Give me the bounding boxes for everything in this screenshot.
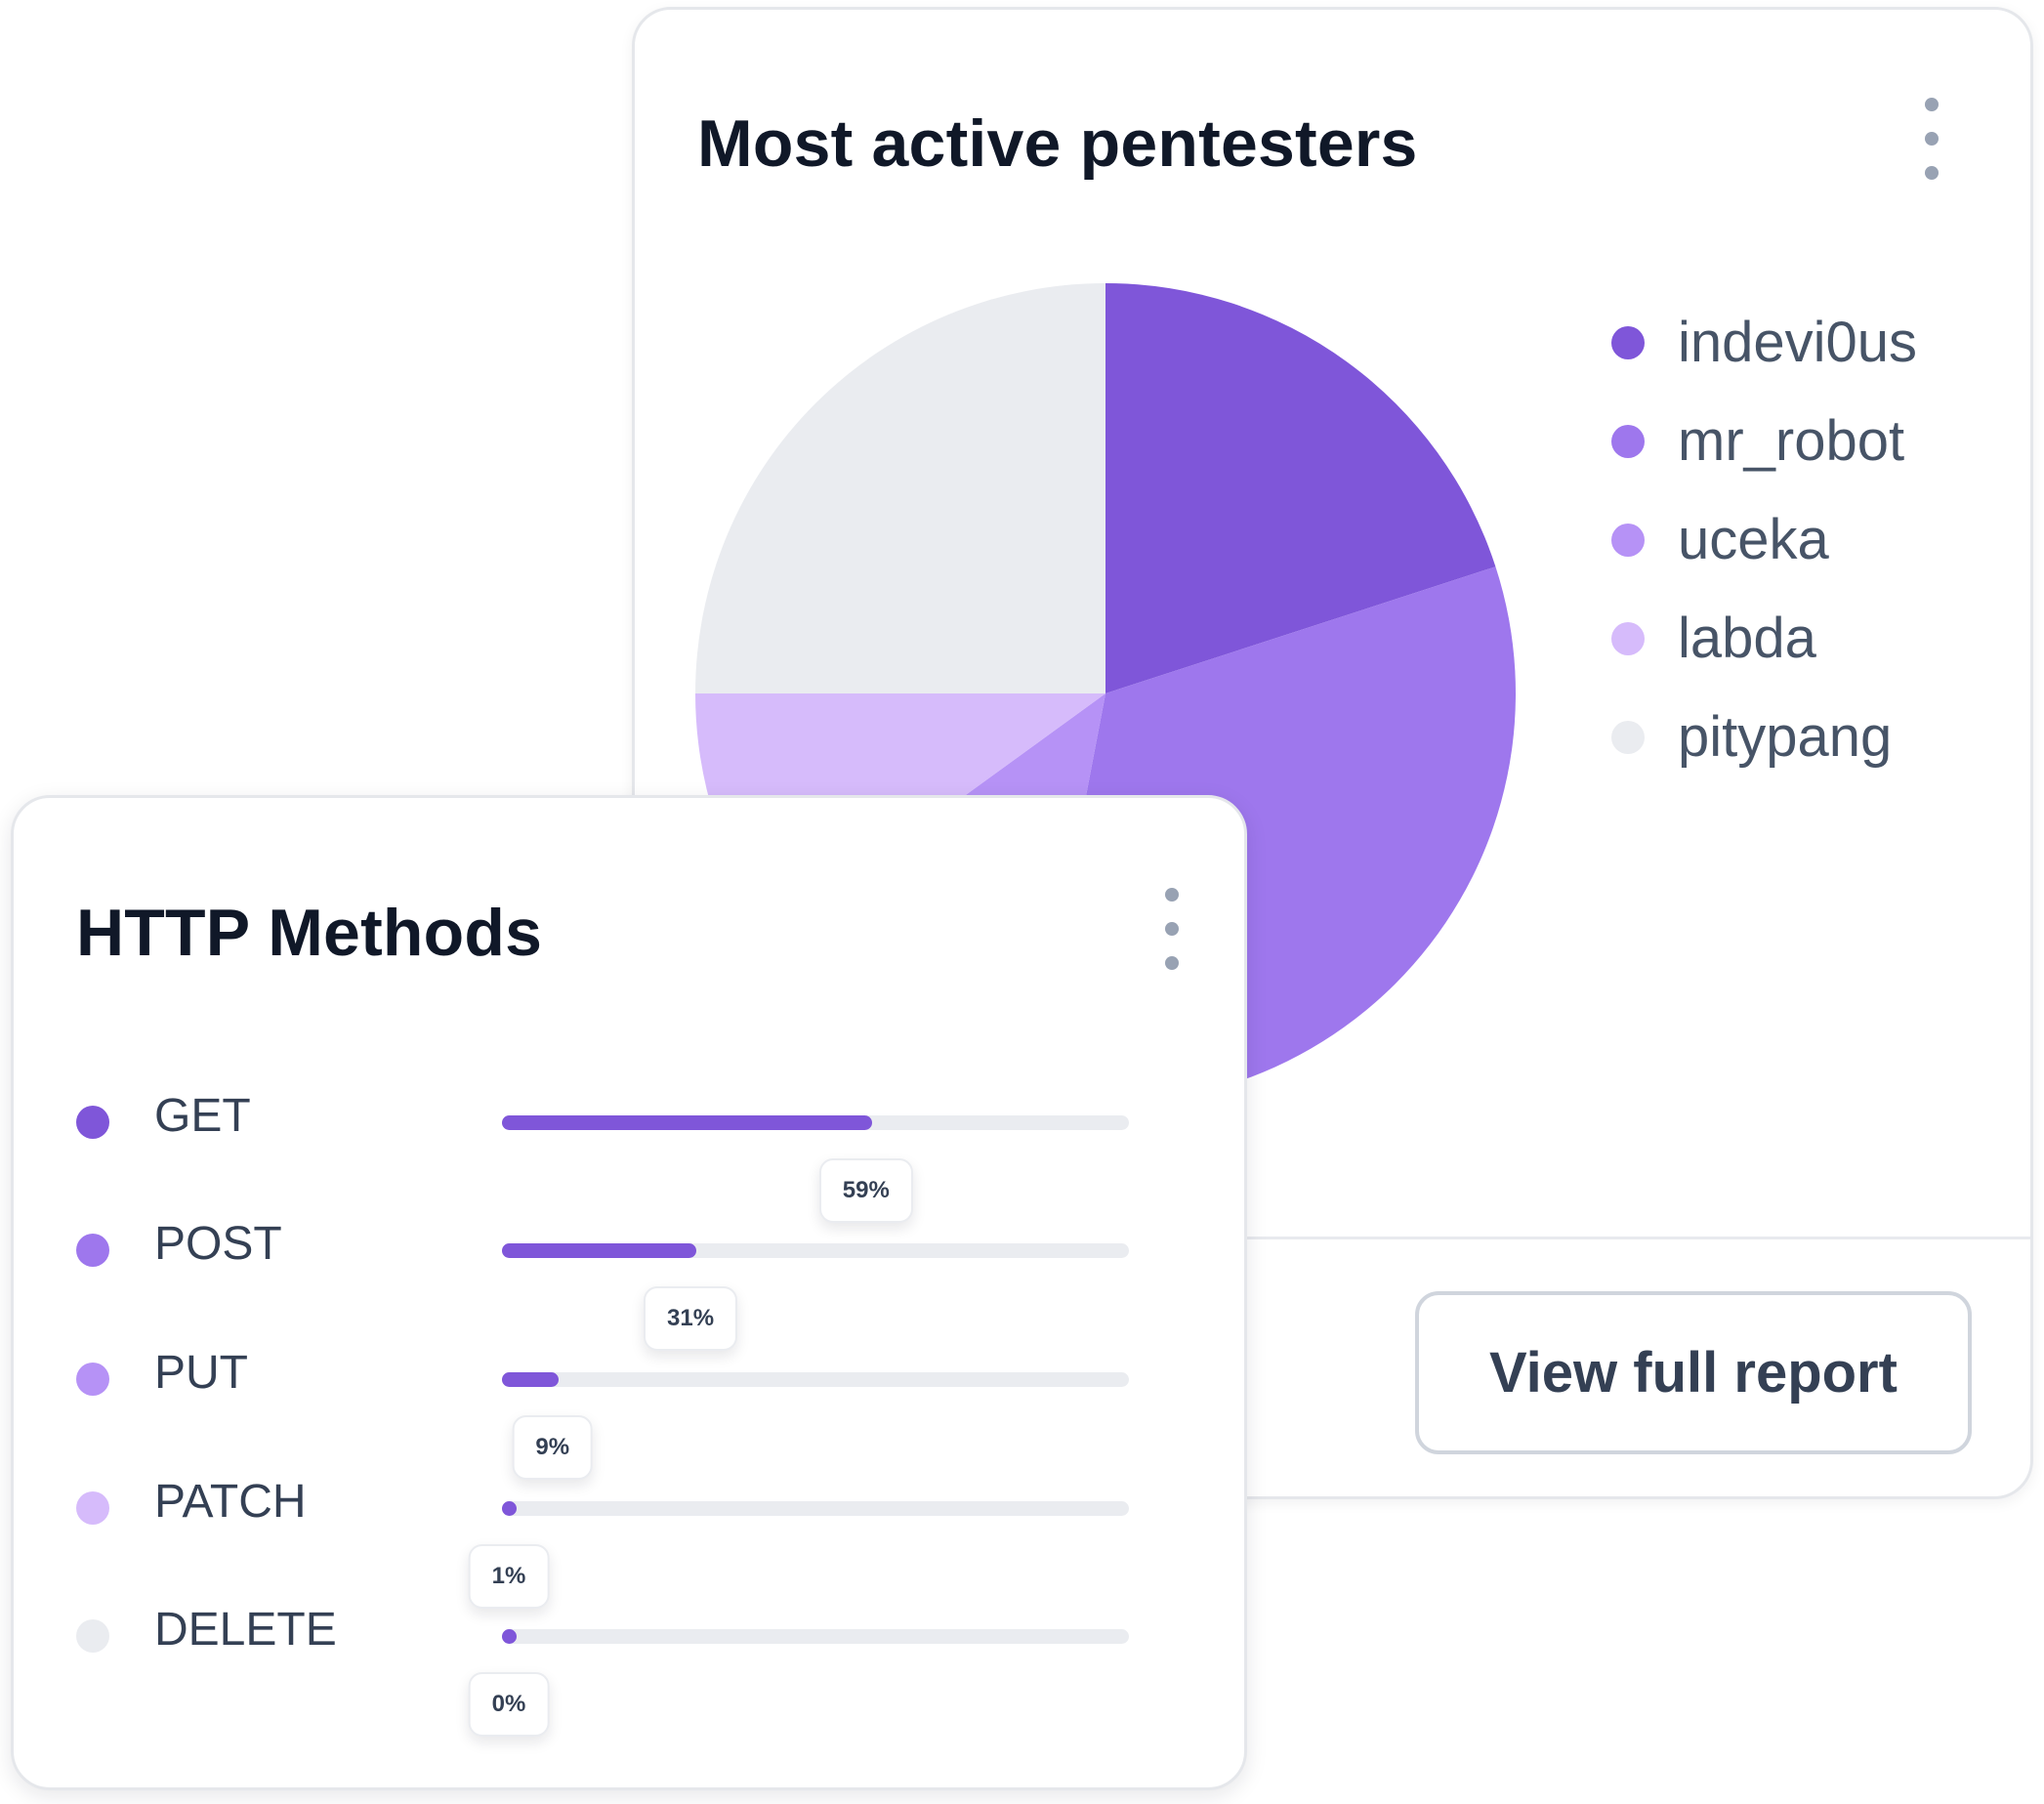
pentesters-card-title: Most active pentesters: [697, 106, 1418, 181]
method-row-get: GET 59%: [76, 1087, 1150, 1223]
kebab-dot: [1925, 132, 1939, 146]
progress-fill: [502, 1115, 872, 1130]
method-row-post: POST 31%: [76, 1215, 1150, 1351]
http-methods-card: HTTP Methods GET 59% POST 31% PUT 9% PAT…: [11, 795, 1247, 1790]
legend-item: indevi0us: [1611, 293, 1917, 392]
legend-item: mr_robot: [1611, 392, 1917, 490]
legend-dot: [1611, 325, 1645, 359]
legend-item: pitypang: [1611, 688, 1917, 786]
legend-label: indevi0us: [1678, 311, 1918, 374]
method-dot: [76, 1491, 109, 1525]
method-label: GET: [154, 1090, 251, 1142]
kebab-dot: [1165, 956, 1179, 970]
progress-fill: [502, 1243, 697, 1258]
progress-fill: [502, 1501, 517, 1516]
legend-dot: [1611, 720, 1645, 754]
method-label: PATCH: [154, 1476, 307, 1528]
method-dot: [76, 1363, 109, 1396]
progress-track: [502, 1501, 1129, 1516]
legend-label: labda: [1678, 607, 1816, 670]
method-dot: [76, 1106, 109, 1139]
legend-item: uceka: [1611, 490, 1917, 589]
progress-track: [502, 1115, 1129, 1130]
http-methods-card-title: HTTP Methods: [76, 896, 543, 970]
method-label: PUT: [154, 1347, 248, 1399]
method-label: POST: [154, 1218, 282, 1270]
legend-dot: [1611, 523, 1645, 557]
method-row-delete: DELETE 0%: [76, 1601, 1150, 1737]
percent-tooltip: 31%: [643, 1286, 738, 1351]
view-full-report-button[interactable]: View full report: [1415, 1291, 1972, 1454]
kebab-dot: [1165, 922, 1179, 936]
legend-dot: [1611, 621, 1645, 655]
kebab-dot: [1165, 888, 1179, 902]
pie-slice-indevi0us: [1105, 283, 1496, 693]
progress-track: [502, 1629, 1129, 1644]
percent-tooltip: 59%: [818, 1158, 913, 1223]
legend-dot: [1611, 424, 1645, 458]
percent-tooltip: 1%: [468, 1544, 550, 1609]
card-footer-divider: [635, 1237, 2030, 1239]
legend-label: uceka: [1678, 508, 1829, 571]
method-row-put: PUT 9%: [76, 1344, 1150, 1480]
pie-slice-pitypang: [695, 283, 1105, 693]
kebab-dot: [1925, 166, 1939, 180]
progress-fill: [502, 1629, 517, 1644]
legend-label: mr_robot: [1678, 409, 1905, 473]
percent-tooltip: 0%: [468, 1672, 550, 1737]
percent-tooltip: 9%: [512, 1415, 594, 1480]
progress-track: [502, 1372, 1129, 1387]
method-label: DELETE: [154, 1604, 337, 1656]
method-dot: [76, 1619, 109, 1653]
method-dot: [76, 1234, 109, 1267]
kebab-dot: [1925, 98, 1939, 111]
legend-label: pitypang: [1678, 705, 1893, 769]
method-row-patch: PATCH 1%: [76, 1473, 1150, 1609]
legend-item: labda: [1611, 589, 1917, 688]
progress-fill: [502, 1372, 559, 1387]
kebab-menu-icon[interactable]: [1152, 888, 1191, 970]
kebab-menu-icon[interactable]: [1912, 98, 1951, 180]
progress-track: [502, 1243, 1129, 1258]
pie-legend: indevi0us mr_robot uceka labda pitypang: [1611, 293, 1917, 786]
